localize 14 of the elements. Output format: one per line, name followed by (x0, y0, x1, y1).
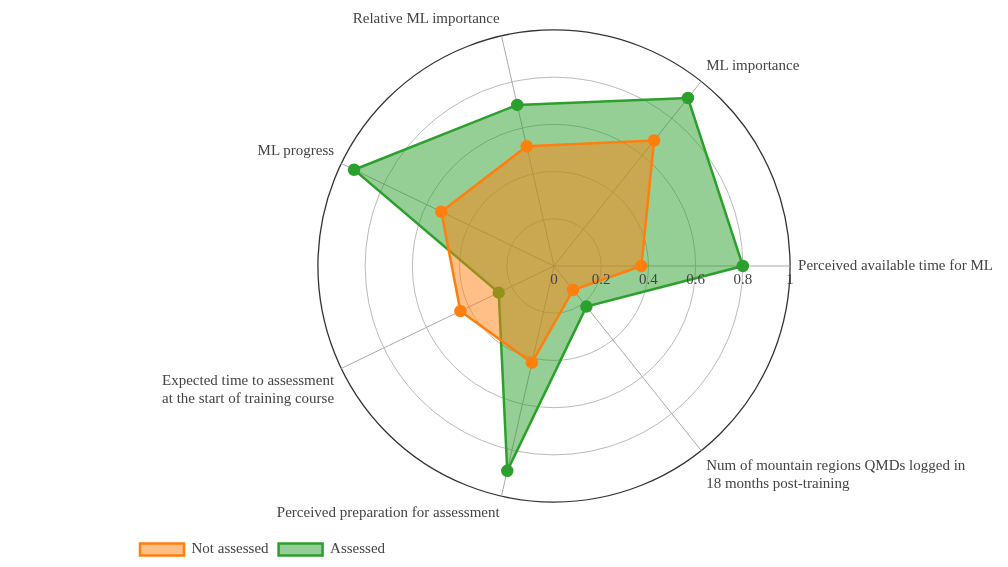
y-tick-label: 0.6 (686, 270, 706, 287)
spoke-label: ML importance (706, 57, 800, 74)
y-tick-label: 0 (550, 270, 558, 287)
spoke-label: Num of mountain regions QMDs logged in 18 months post-training (706, 456, 966, 491)
spoke-label: Expected time to assessment at the start of training course (162, 371, 335, 406)
spoke-label: Perceived available time for ML (798, 256, 993, 273)
legend-label: Assessed (330, 540, 386, 557)
spoke-label: ML progress (257, 142, 335, 159)
spoke-label: Relative ML importance (352, 9, 501, 26)
y-tick-label: 0.2 (591, 270, 611, 287)
y-tick-label: 0.4 (639, 270, 659, 287)
y-tick-label: 0.8 (733, 270, 753, 287)
spoke-label: Perceived preparation for assessment (276, 503, 501, 520)
legend-label: Not assessed (191, 540, 270, 557)
